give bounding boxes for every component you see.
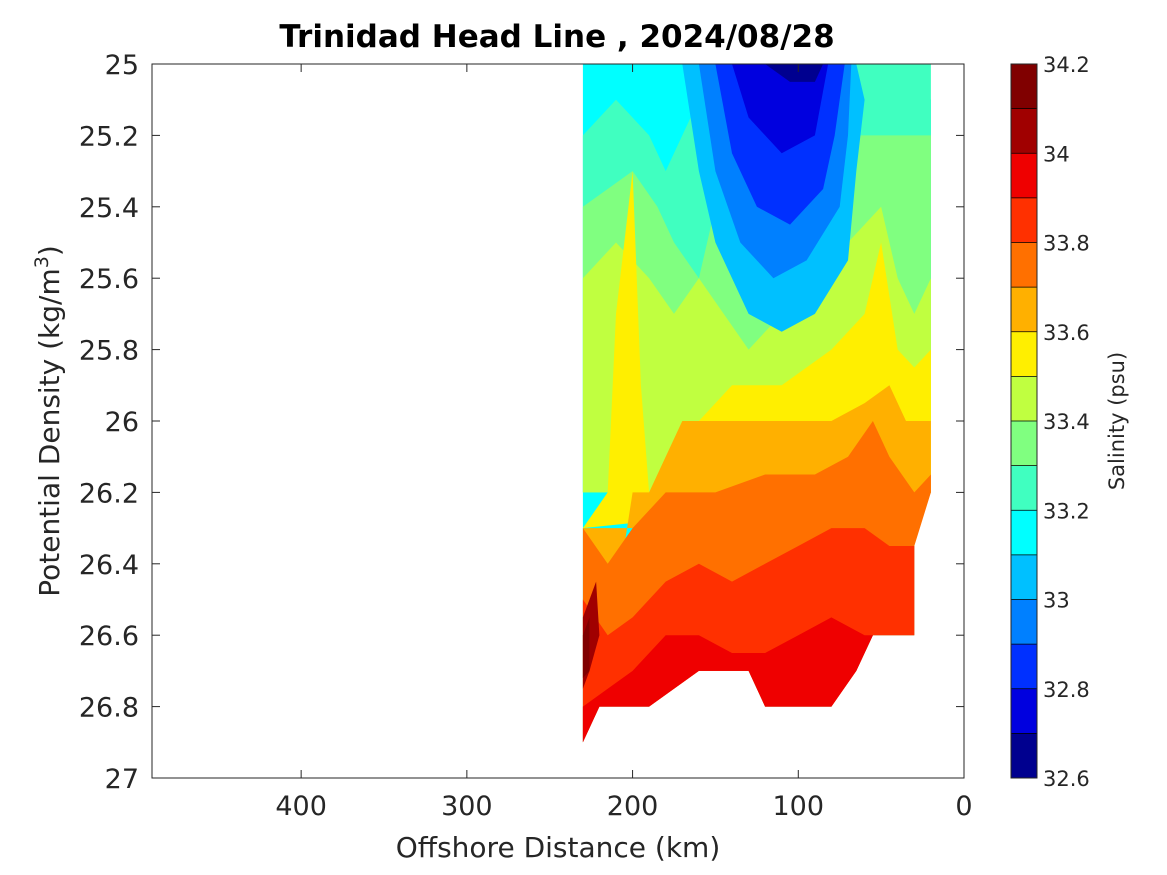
colorbar: 34.2 34 33.8 33.6 33.4 33.2 33 32.8 32.6: [1010, 53, 1090, 791]
x-tick-label: 100: [773, 791, 825, 822]
colorbar-segment: [1011, 376, 1037, 421]
colorbar-tick-label: 33.8: [1043, 232, 1090, 256]
colorbar-segment: [1011, 465, 1037, 511]
colorbar-segment: [1011, 554, 1037, 600]
colorbar-segment: [1011, 287, 1037, 332]
x-tick-label: 0: [955, 791, 972, 822]
colorbar-tick-label: 33.4: [1043, 410, 1090, 434]
colorbar-segment: [1011, 510, 1037, 555]
plot-area: [151, 63, 965, 779]
colorbar-segment: [1011, 153, 1037, 198]
colorbar-segment: [1011, 599, 1037, 645]
contour-fills: [582, 64, 931, 743]
y-axis: 25 25.2 25.4 25.6 25.8 26 26.2 26.4 26.6 26.8 27: [79, 50, 964, 795]
salinity-contour-band: [732, 64, 829, 154]
colorbar-segment: [1011, 688, 1037, 734]
salinity-contour-band: [582, 617, 590, 678]
x-tick-label: 400: [275, 791, 327, 822]
y-tick-label: 25: [105, 50, 139, 81]
y-tick-label: 26.4: [79, 550, 139, 581]
y-axis-label-close: ): [33, 245, 66, 256]
colorbar-segment: [1011, 242, 1037, 288]
colorbar-tick-label: 33: [1043, 589, 1070, 613]
y-axis-label-sup: 3: [31, 256, 53, 268]
colorbar-segment: [1011, 108, 1037, 154]
y-axis-label: Potential Density (kg/m3): [31, 245, 66, 597]
colorbar-tick-label: 34: [1043, 142, 1070, 166]
y-tick-label: 27: [105, 764, 139, 795]
colorbar-tick-label: 33.6: [1043, 321, 1090, 345]
colorbar-segment: [1011, 331, 1037, 377]
x-axis-label: Offshore Distance (km): [396, 831, 721, 864]
y-tick-label: 26: [105, 407, 139, 438]
x-axis: 400 300 200 100 0: [275, 64, 973, 822]
colorbar-tick-label: 33.2: [1043, 499, 1090, 523]
y-tick-label: 25.2: [79, 121, 139, 152]
y-axis-label-main: Potential Density (kg/m: [33, 268, 66, 597]
chart-title: Trinidad Head Line , 2024/08/28: [279, 19, 834, 55]
salinity-contour-band: [582, 617, 873, 743]
salinity-contour-band: [765, 64, 824, 82]
colorbar-segment: [1011, 64, 1037, 109]
y-tick-label: 26.6: [79, 621, 139, 652]
colorbar-tick-label: 32.6: [1043, 767, 1090, 791]
colorbar-segment: [1011, 197, 1037, 243]
colorbar-label: Salinity (psu): [1105, 352, 1129, 490]
x-tick-label: 300: [441, 791, 493, 822]
y-tick-label: 26.8: [79, 693, 139, 724]
colorbar-segment: [1011, 421, 1037, 466]
colorbar-segment: [1011, 644, 1037, 689]
y-tick-label: 26.2: [79, 478, 139, 509]
colorbar-tick-label: 32.8: [1043, 678, 1090, 702]
y-tick-label: 25.6: [79, 264, 139, 295]
colorbar-segment: [1011, 733, 1037, 778]
y-tick-label: 25.4: [79, 193, 139, 224]
y-tick-label: 25.8: [79, 336, 139, 367]
colorbar-tick-label: 34.2: [1043, 53, 1090, 77]
colorbar-frame: [1010, 63, 1038, 779]
x-tick-label: 200: [607, 791, 659, 822]
